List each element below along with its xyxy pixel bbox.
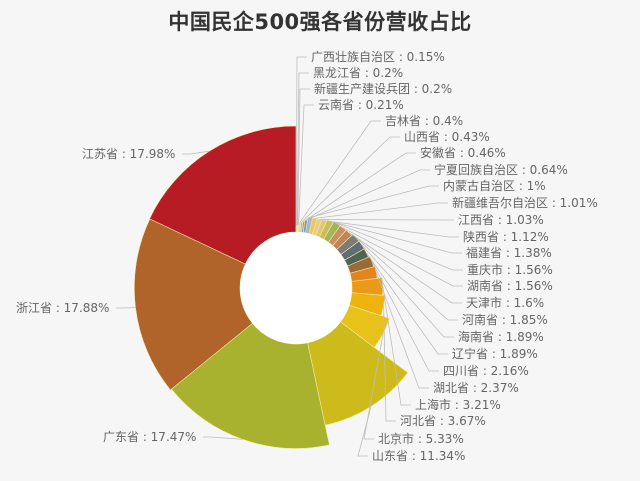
slice-label: 云南省 : 0.21% xyxy=(318,97,404,112)
slice-27[interactable] xyxy=(295,225,297,233)
leader-line xyxy=(306,169,430,221)
leader-line xyxy=(296,72,309,226)
leader-line xyxy=(116,307,136,309)
slice-label: 新疆生产建设兵团 : 0.2% xyxy=(314,81,452,96)
leader-line xyxy=(314,202,448,219)
leader-line xyxy=(371,261,439,372)
leader-line xyxy=(357,406,372,457)
leader-line xyxy=(298,104,314,225)
leader-lines xyxy=(116,56,463,457)
slice-label: 海南省 : 1.89% xyxy=(458,329,544,344)
slice-label: 天津市 : 1.6% xyxy=(466,295,544,310)
leader-line xyxy=(361,244,454,338)
slice-label: 黑龙江省 : 0.2% xyxy=(313,66,403,80)
slice-label: 山东省 : 11.34% xyxy=(372,449,465,463)
leader-line xyxy=(301,136,400,223)
leader-line xyxy=(383,305,396,422)
slice-label: 新疆维吾尔自治区 : 1.01% xyxy=(452,195,598,210)
leader-line xyxy=(348,232,462,304)
leader-line xyxy=(336,223,463,271)
slice-label: 安徽省 : 0.46% xyxy=(420,145,506,160)
leader-line xyxy=(382,286,411,406)
leader-line xyxy=(330,220,462,254)
leader-line xyxy=(295,56,307,226)
slice-labels: 江苏省 : 17.98% 浙江省 : 17.88% 广东省 : 17.47% 山东省 … xyxy=(16,50,598,463)
leader-line xyxy=(355,237,458,321)
leader-line xyxy=(363,333,384,440)
leader-line xyxy=(303,152,416,223)
slice-label: 浙江省 : 17.88% xyxy=(16,301,109,315)
leader-line xyxy=(324,220,459,238)
slice-label: 湖南省 : 1.56% xyxy=(467,278,553,293)
donut-hole xyxy=(240,232,352,344)
slice-label: 广东省 : 17.47% xyxy=(103,430,196,444)
leader-line xyxy=(203,436,243,440)
slice-label: 河北省 : 3.67% xyxy=(400,414,486,428)
slice-label: 宁夏回族自治区 : 0.64% xyxy=(434,162,568,177)
slice-label: 吉林省 : 0.4% xyxy=(385,114,463,128)
slice-label: 辽宁省 : 1.89% xyxy=(452,346,538,361)
slice-label: 重庆市 : 1.56% xyxy=(467,262,553,277)
slice-label: 福建省 : 1.38% xyxy=(466,245,552,260)
leader-line xyxy=(375,272,429,389)
chart-title: 中国民企500强各省份营收占比 xyxy=(168,10,472,34)
slice-label: 湖北省 : 2.37% xyxy=(433,380,519,395)
slice-label: 河南省 : 1.85% xyxy=(462,312,548,327)
leader-line xyxy=(297,88,310,226)
slice-label: 山西省 : 0.43% xyxy=(404,130,490,144)
rose-slices xyxy=(133,125,409,449)
slice-label: 内蒙古自治区 : 1% xyxy=(443,178,546,193)
leader-line xyxy=(310,185,439,218)
slice-label: 陕西省 : 1.12% xyxy=(463,229,549,244)
leader-line xyxy=(299,120,381,223)
slice-3[interactable] xyxy=(307,321,409,426)
slice-label: 上海市 : 3.21% xyxy=(415,397,501,412)
slice-label: 广西壮族自治区 : 0.15% xyxy=(311,50,445,64)
slice-label: 江西省 : 1.03% xyxy=(458,213,544,227)
leader-line xyxy=(342,227,463,287)
leader-line xyxy=(366,252,448,355)
leader-line xyxy=(182,150,210,155)
slice-label: 江苏省 : 17.98% xyxy=(82,147,175,161)
slice-label: 北京市 : 5.33% xyxy=(378,431,464,446)
slice-label: 四川省 : 2.16% xyxy=(443,364,529,378)
